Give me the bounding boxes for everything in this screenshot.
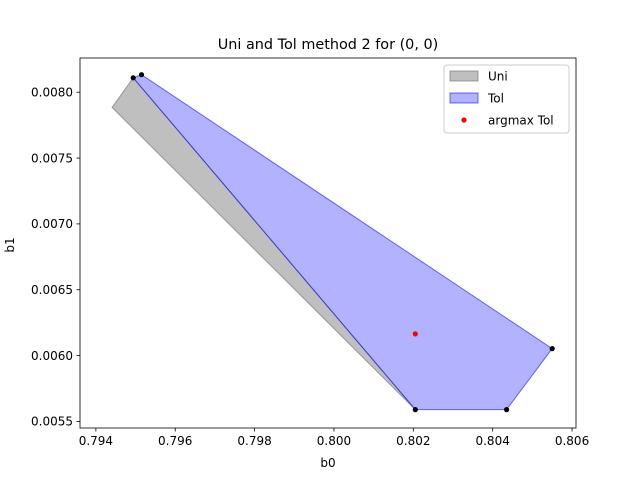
legend-marker-argmax [461,117,467,123]
y-tick-label: 0.0080 [31,86,73,100]
x-tick-label: 0.802 [396,434,430,448]
legend: Uni Tol argmax Tol [443,64,570,134]
vertex-point [549,346,555,352]
x-tick-label: 0.796 [158,434,192,448]
x-axis-title: b0 [320,456,335,470]
y-axis: 0.0055 0.0060 0.0065 0.0070 0.0075 0.0080 [31,86,80,429]
x-tick-label: 0.804 [475,434,509,448]
x-axis: 0.794 0.796 0.798 0.800 0.802 0.804 0.806 [79,428,589,448]
legend-swatch-tol [449,92,479,104]
legend-label: Tol [487,91,504,105]
y-axis-title: b1 [3,237,17,252]
x-tick-label: 0.794 [79,434,113,448]
x-tick-label: 0.798 [237,434,271,448]
legend-label: Uni [488,69,508,83]
plot-frame [79,57,577,429]
vertex-point [138,72,145,78]
legend-label: argmax Tol [488,113,554,127]
legend-frame [443,64,570,134]
x-tick-label: 0.806 [555,434,589,448]
plot-area [79,57,577,429]
y-tick-label: 0.0060 [31,349,73,363]
vertex-point [504,407,510,413]
y-tick-label: 0.0070 [31,217,73,231]
vertex-point [130,75,136,81]
x-tick-label: 0.800 [317,434,351,448]
vertex-point [412,407,418,413]
legend-swatch-uni [449,70,479,82]
chart-title: Uni and Tol method 2 for (0, 0) [218,37,439,53]
argmax-tol-point [412,331,418,337]
y-tick-label: 0.0065 [31,283,73,297]
y-tick-label: 0.0075 [31,151,73,165]
y-tick-label: 0.0055 [31,415,73,429]
